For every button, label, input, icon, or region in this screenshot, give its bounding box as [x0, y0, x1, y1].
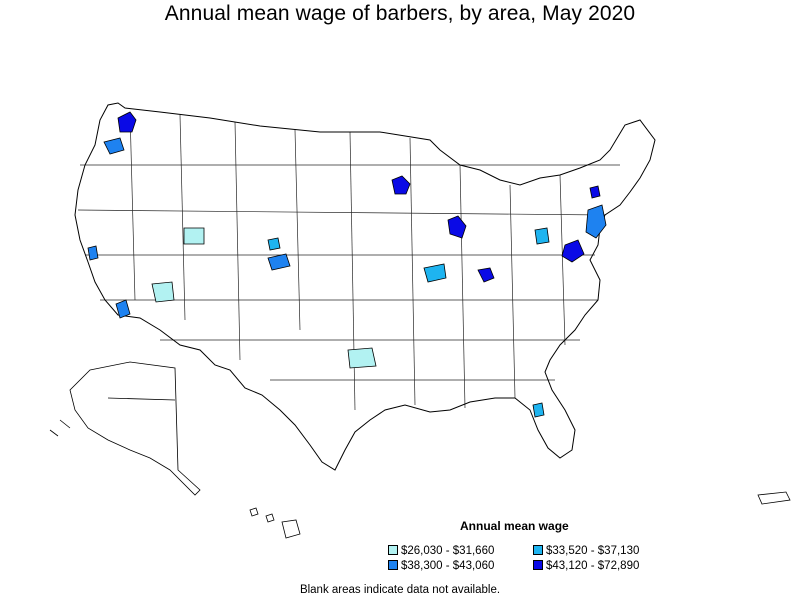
area-seattle [117, 111, 137, 133]
area-florida [532, 402, 545, 418]
area-boulder [267, 237, 281, 251]
boundary-line [409, 137, 416, 406]
alaska [49, 361, 201, 496]
area-st-louis [423, 263, 447, 283]
legend-swatch-1 [388, 545, 398, 555]
legend-label-2: $33,520 - $37,130 [546, 545, 640, 557]
boundary-line [559, 174, 566, 346]
area-new-york-state [589, 185, 601, 199]
alaska-border [107, 397, 176, 401]
area-denver [267, 253, 291, 271]
area-oklahoma [347, 347, 377, 369]
legend-title: Annual mean wage [460, 519, 569, 533]
shaded-areas [87, 111, 607, 418]
area-washington [561, 239, 585, 263]
boundary-line [459, 164, 466, 409]
boundary-line [509, 184, 516, 399]
area-louisville [477, 267, 495, 283]
legend-label-4: $43,120 - $72,890 [546, 560, 640, 572]
area-pittsburgh [534, 227, 550, 245]
area-northeast-corridor [585, 204, 607, 239]
area-chicago [447, 215, 467, 239]
legend-swatch-2 [533, 545, 543, 555]
legend-label-3: $38,300 - $43,060 [401, 560, 495, 572]
hawaii-island-3 [281, 519, 301, 539]
area-utah [183, 227, 205, 245]
hawaii-island-1 [249, 507, 259, 517]
area-san-francisco [87, 245, 99, 261]
boundary-line [294, 129, 301, 331]
area-boundaries [77, 111, 620, 411]
puerto-rico [757, 491, 791, 505]
area-minneapolis [391, 175, 411, 195]
map-title: Annual mean wage of barbers, by area, Ma… [164, 2, 636, 25]
legend-swatch-4 [533, 560, 543, 570]
hawaii [249, 507, 301, 539]
legend-label-1: $26,030 - $31,660 [401, 545, 495, 557]
area-san-diego [115, 299, 131, 319]
legend-item-3: $38,300 - $43,060 [388, 560, 494, 572]
legend-swatch-3 [388, 560, 398, 570]
footnote: Blank areas indicate data not available. [299, 584, 501, 596]
alaska-outline [69, 361, 201, 496]
area-arizona [151, 281, 175, 303]
alaska-islands [49, 419, 71, 437]
boundary-line [129, 111, 136, 301]
legend-item-1: $26,030 - $31,660 [388, 545, 494, 557]
puerto-rico-outline [757, 491, 791, 505]
legend-item-4: $43,120 - $72,890 [533, 560, 639, 572]
boundary-line [234, 121, 241, 361]
boundary-line [77, 209, 606, 216]
boundary-line [179, 114, 186, 321]
area-portland [103, 137, 125, 155]
hawaii-island-2 [265, 513, 275, 523]
legend-item-2: $33,520 - $37,130 [533, 545, 639, 557]
